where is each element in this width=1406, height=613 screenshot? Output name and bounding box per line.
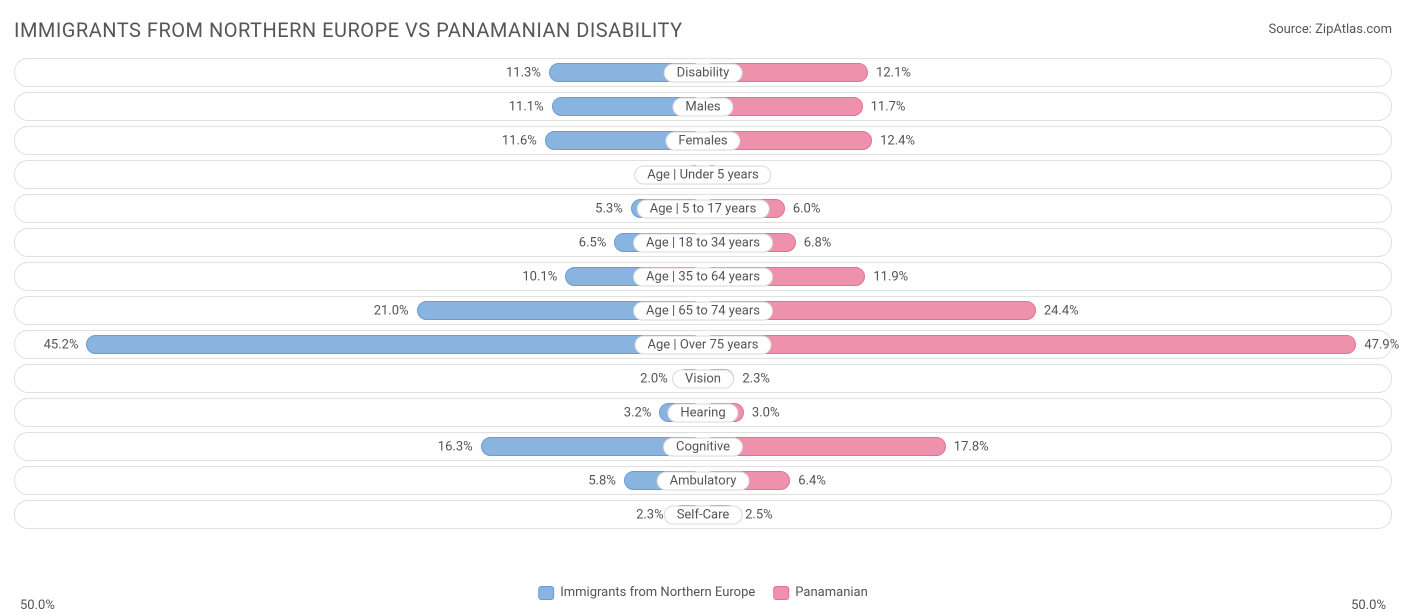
value-right: 47.9%: [1364, 337, 1399, 352]
chart-row: 3.2% 3.0% Hearing: [14, 398, 1392, 427]
category-label: Age | Under 5 years: [634, 165, 771, 184]
legend-label-right: Panamanian: [795, 585, 868, 600]
value-left: 5.3%: [595, 201, 623, 216]
category-label: Hearing: [667, 403, 738, 422]
value-right: 6.0%: [793, 201, 821, 216]
value-left: 11.3%: [506, 65, 541, 80]
value-right: 12.1%: [876, 65, 911, 80]
value-right: 6.8%: [804, 235, 832, 250]
chart-row: 10.1% 11.9% Age | 35 to 64 years: [14, 262, 1392, 291]
axis-max-left: 50.0%: [20, 598, 55, 613]
value-right: 2.5%: [745, 507, 773, 522]
chart-row: 2.0% 2.3% Vision: [14, 364, 1392, 393]
legend-swatch-right: [773, 586, 789, 600]
chart-row: 5.3% 6.0% Age | 5 to 17 years: [14, 194, 1392, 223]
chart-row: 21.0% 24.4% Age | 65 to 74 years: [14, 296, 1392, 325]
category-label: Age | 35 to 64 years: [633, 267, 773, 286]
value-left: 2.0%: [640, 371, 668, 386]
chart-row: 2.3% 2.5%Self-Care: [14, 500, 1392, 529]
chart-title: IMMIGRANTS FROM NORTHERN EUROPE VS PANAM…: [14, 18, 683, 42]
bar-right: [703, 335, 1356, 354]
value-left: 10.1%: [522, 269, 557, 284]
value-right: 12.4%: [880, 133, 915, 148]
legend-item-right: Panamanian: [773, 585, 868, 600]
category-label: Vision: [672, 369, 734, 388]
chart-row: 6.5% 6.8% Age | 18 to 34 years: [14, 228, 1392, 257]
value-left: 11.1%: [509, 99, 544, 114]
value-left: 16.3%: [438, 439, 473, 454]
value-left: 5.8%: [588, 473, 616, 488]
bar-left: [86, 335, 703, 354]
chart-area: 11.3% 12.1% Disability 11.1% 11.7% Males 11.6%…: [14, 58, 1392, 578]
value-right: 24.4%: [1044, 303, 1079, 318]
value-left: 11.6%: [502, 133, 537, 148]
category-label: Self-Care: [664, 505, 743, 524]
legend-swatch-left: [538, 586, 554, 600]
legend-label-left: Immigrants from Northern Europe: [560, 585, 755, 600]
axis-max-right: 50.0%: [1351, 598, 1386, 613]
value-right: 6.4%: [798, 473, 826, 488]
source-attribution: Source: ZipAtlas.com: [1268, 22, 1392, 37]
category-label: Age | 65 to 74 years: [633, 301, 773, 320]
category-label: Disability: [664, 63, 743, 82]
value-right: 2.3%: [742, 371, 770, 386]
value-right: 11.7%: [871, 99, 906, 114]
chart-row: 16.3% 17.8% Cognitive: [14, 432, 1392, 461]
value-left: 6.5%: [579, 235, 607, 250]
legend: Immigrants from Northern Europe Panamani…: [538, 585, 868, 600]
value-left: 21.0%: [374, 303, 409, 318]
category-label: Females: [665, 131, 740, 150]
category-label: Age | 5 to 17 years: [637, 199, 770, 218]
value-right: 11.9%: [873, 269, 908, 284]
value-left: 45.2%: [44, 337, 79, 352]
chart-row: 11.1% 11.7% Males: [14, 92, 1392, 121]
chart-row: 1.3%1.3%Age | Under 5 years: [14, 160, 1392, 189]
chart-row: 11.3% 12.1% Disability: [14, 58, 1392, 87]
category-label: Cognitive: [663, 437, 743, 456]
value-right: 17.8%: [954, 439, 989, 454]
chart-row: 11.6% 12.4% Females: [14, 126, 1392, 155]
legend-item-left: Immigrants from Northern Europe: [538, 585, 755, 600]
value-left: 3.2%: [624, 405, 652, 420]
category-label: Age | 18 to 34 years: [633, 233, 773, 252]
chart-row: 45.2%47.9%Age | Over 75 years: [14, 330, 1392, 359]
category-label: Age | Over 75 years: [635, 335, 772, 354]
chart-row: 5.8% 6.4% Ambulatory: [14, 466, 1392, 495]
category-label: Males: [672, 97, 733, 116]
value-left: 2.3%: [636, 507, 664, 522]
value-right: 3.0%: [752, 405, 780, 420]
category-label: Ambulatory: [657, 471, 750, 490]
